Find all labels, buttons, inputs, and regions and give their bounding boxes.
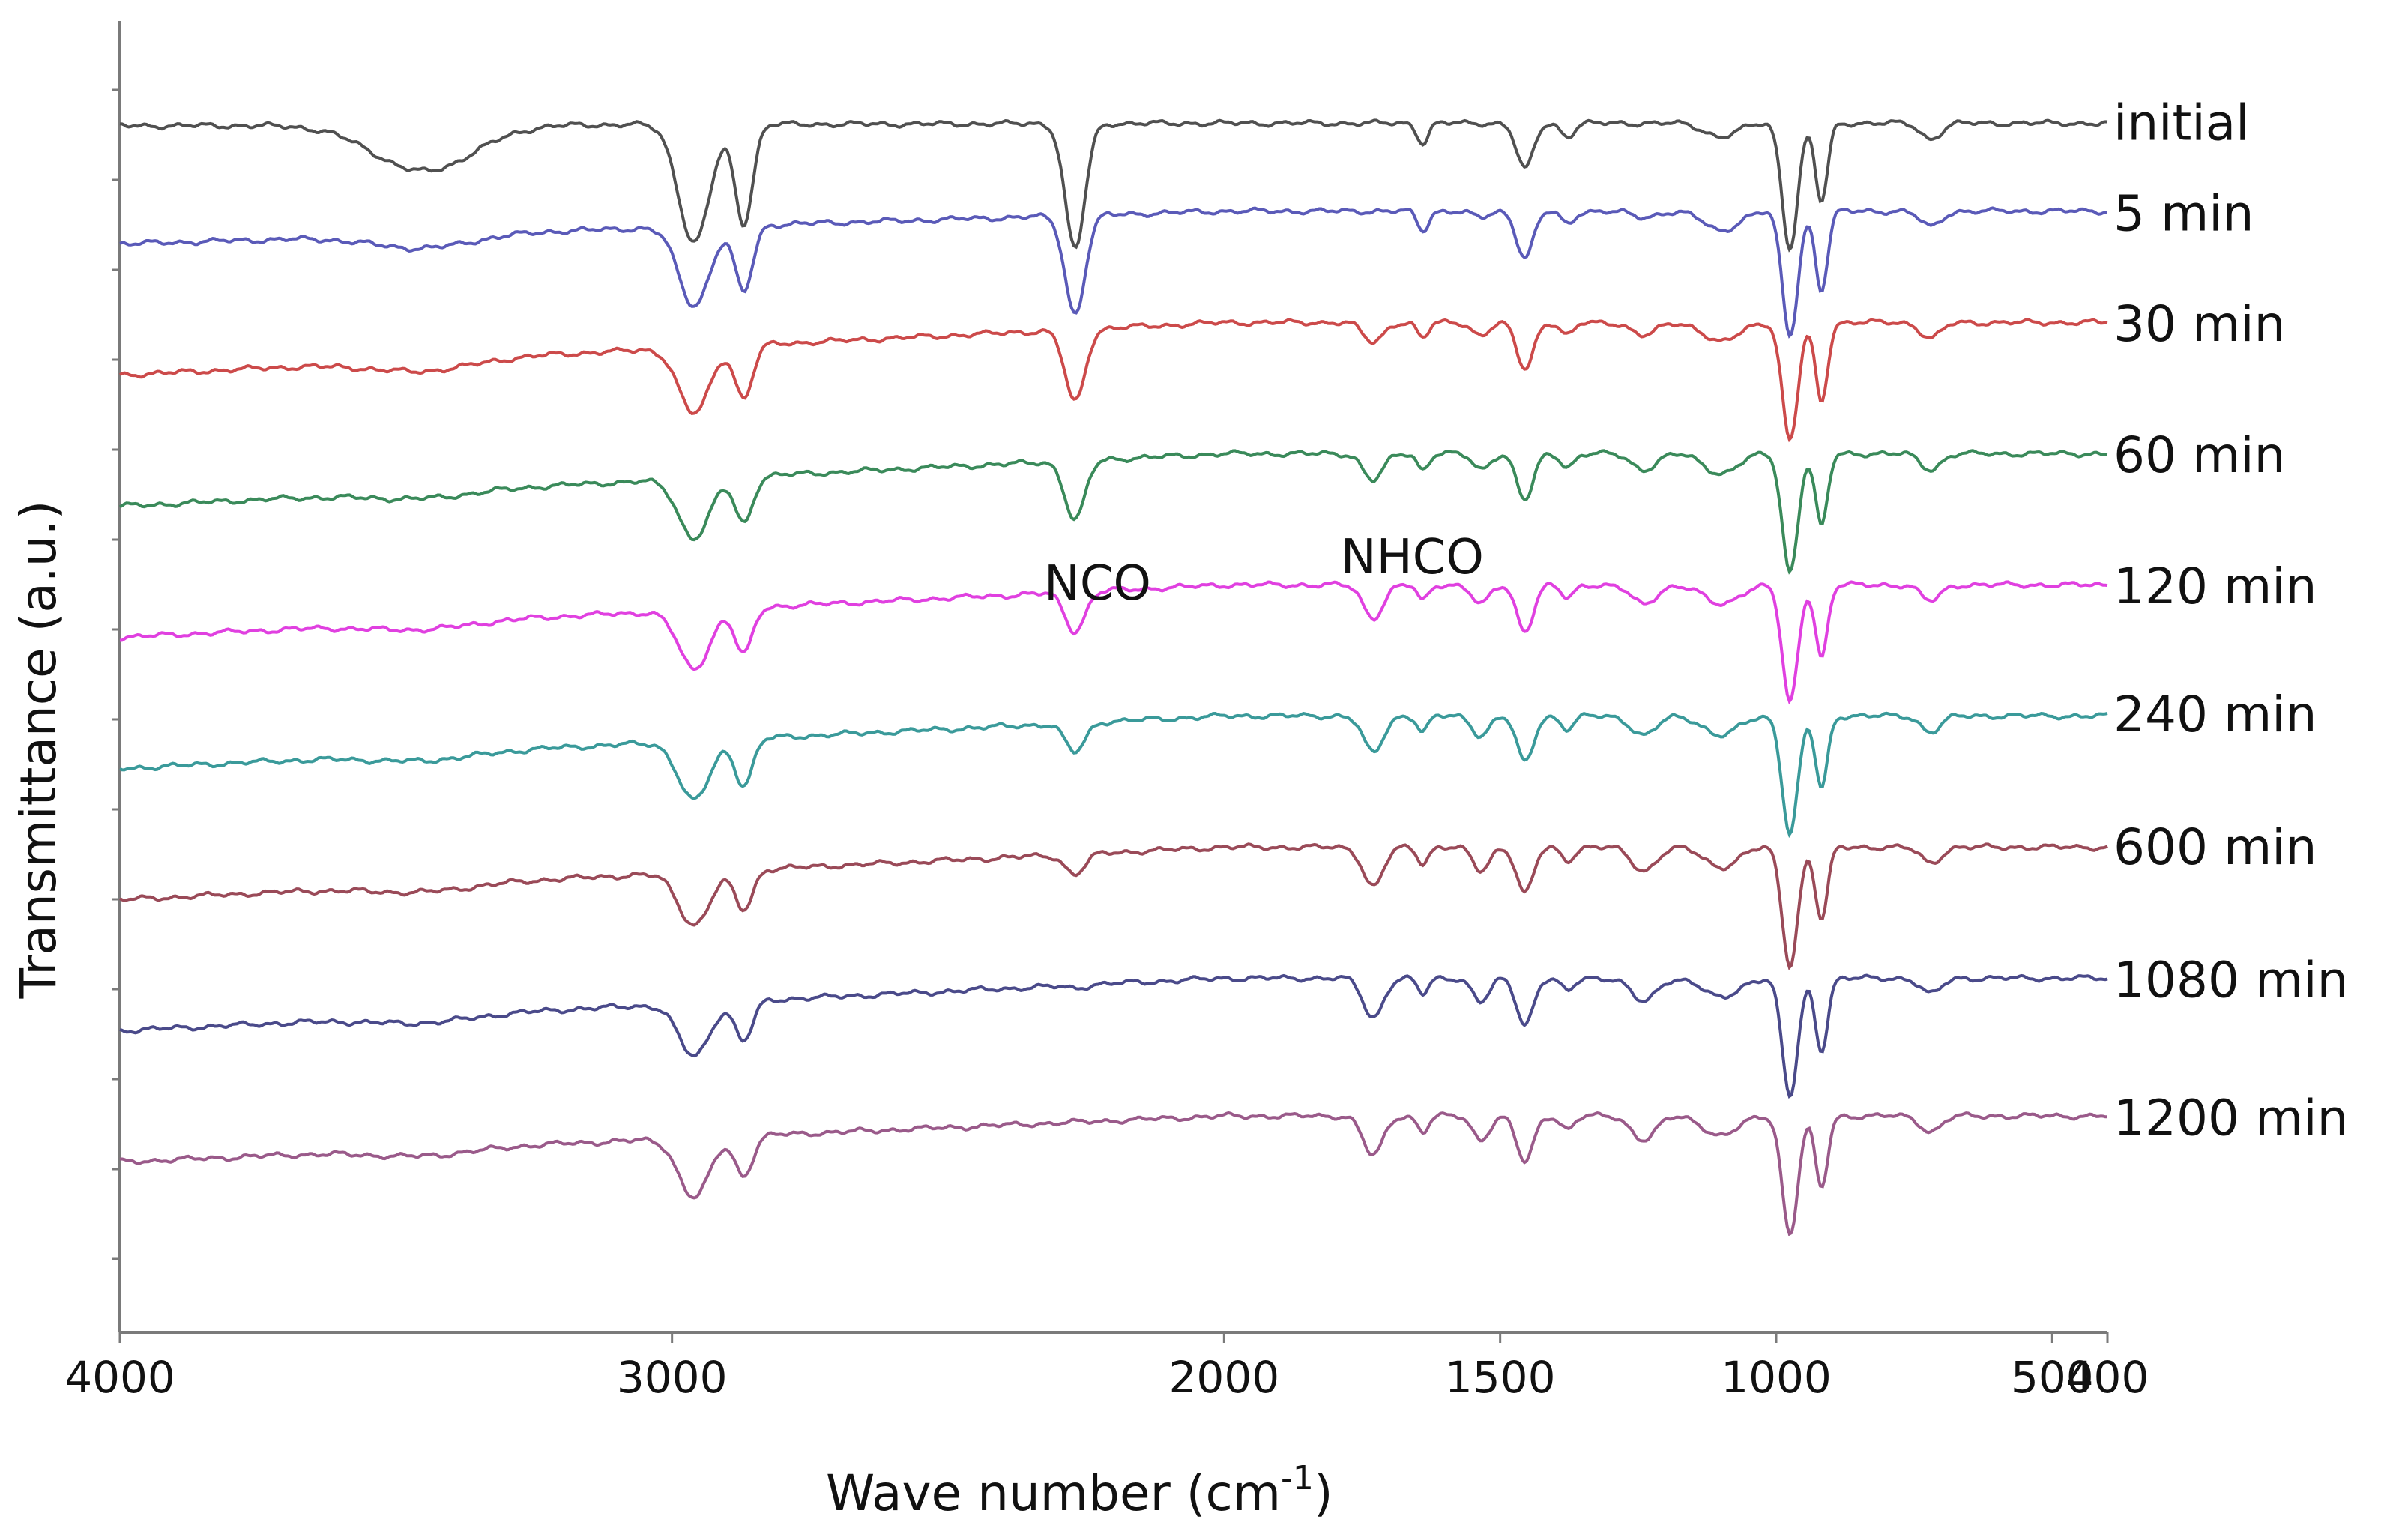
y-ticks [112, 88, 120, 1260]
annotations: NCO NHCO [1044, 530, 1484, 612]
spectrum-line [119, 1111, 2107, 1236]
x-tick-label: 400 [2066, 1352, 2149, 1403]
series-label: 600 min [2113, 818, 2317, 876]
x-tick-label: 3000 [617, 1352, 728, 1403]
spectrum-line [119, 973, 2108, 1099]
spectrum-line [119, 318, 2108, 443]
x-tick-label: 2000 [1169, 1352, 1280, 1403]
series-group [119, 118, 2108, 1236]
y-axis-title: Transmittance (a.u.) [10, 501, 67, 1000]
series-label: 30 min [2113, 295, 2285, 353]
chart-axes [118, 21, 2107, 1334]
x-tick-label: 500 [2011, 1352, 2094, 1403]
series-labels: initial 5 min 30 min 60 min 120 min 240 min 60… [2113, 94, 2348, 1147]
series-label: 120 min [2113, 558, 2317, 615]
annotation-label: NCO [1044, 556, 1151, 612]
x-axis-title: Wave number (cm-1) [826, 1459, 1333, 1522]
annotation-label: NHCO [1341, 530, 1484, 585]
spectrum-line [119, 711, 2108, 839]
series-label: 1200 min [2113, 1089, 2348, 1147]
spectrum-line [119, 118, 2108, 253]
series-label: 60 min [2113, 426, 2285, 484]
x-tick-label: 1500 [1445, 1352, 1556, 1403]
x-tick-label: 4000 [64, 1352, 175, 1403]
series-label: initial [2113, 94, 2250, 151]
spectrum-line [119, 206, 2107, 339]
spectrum-line [119, 842, 2108, 970]
series-label: 5 min [2113, 185, 2254, 243]
spectrum-line [119, 580, 2108, 705]
series-label: 1080 min [2113, 951, 2348, 1009]
series-label: 240 min [2113, 686, 2317, 743]
spectrum-line [119, 449, 2108, 575]
x-tick-label: 1000 [1721, 1352, 1832, 1403]
